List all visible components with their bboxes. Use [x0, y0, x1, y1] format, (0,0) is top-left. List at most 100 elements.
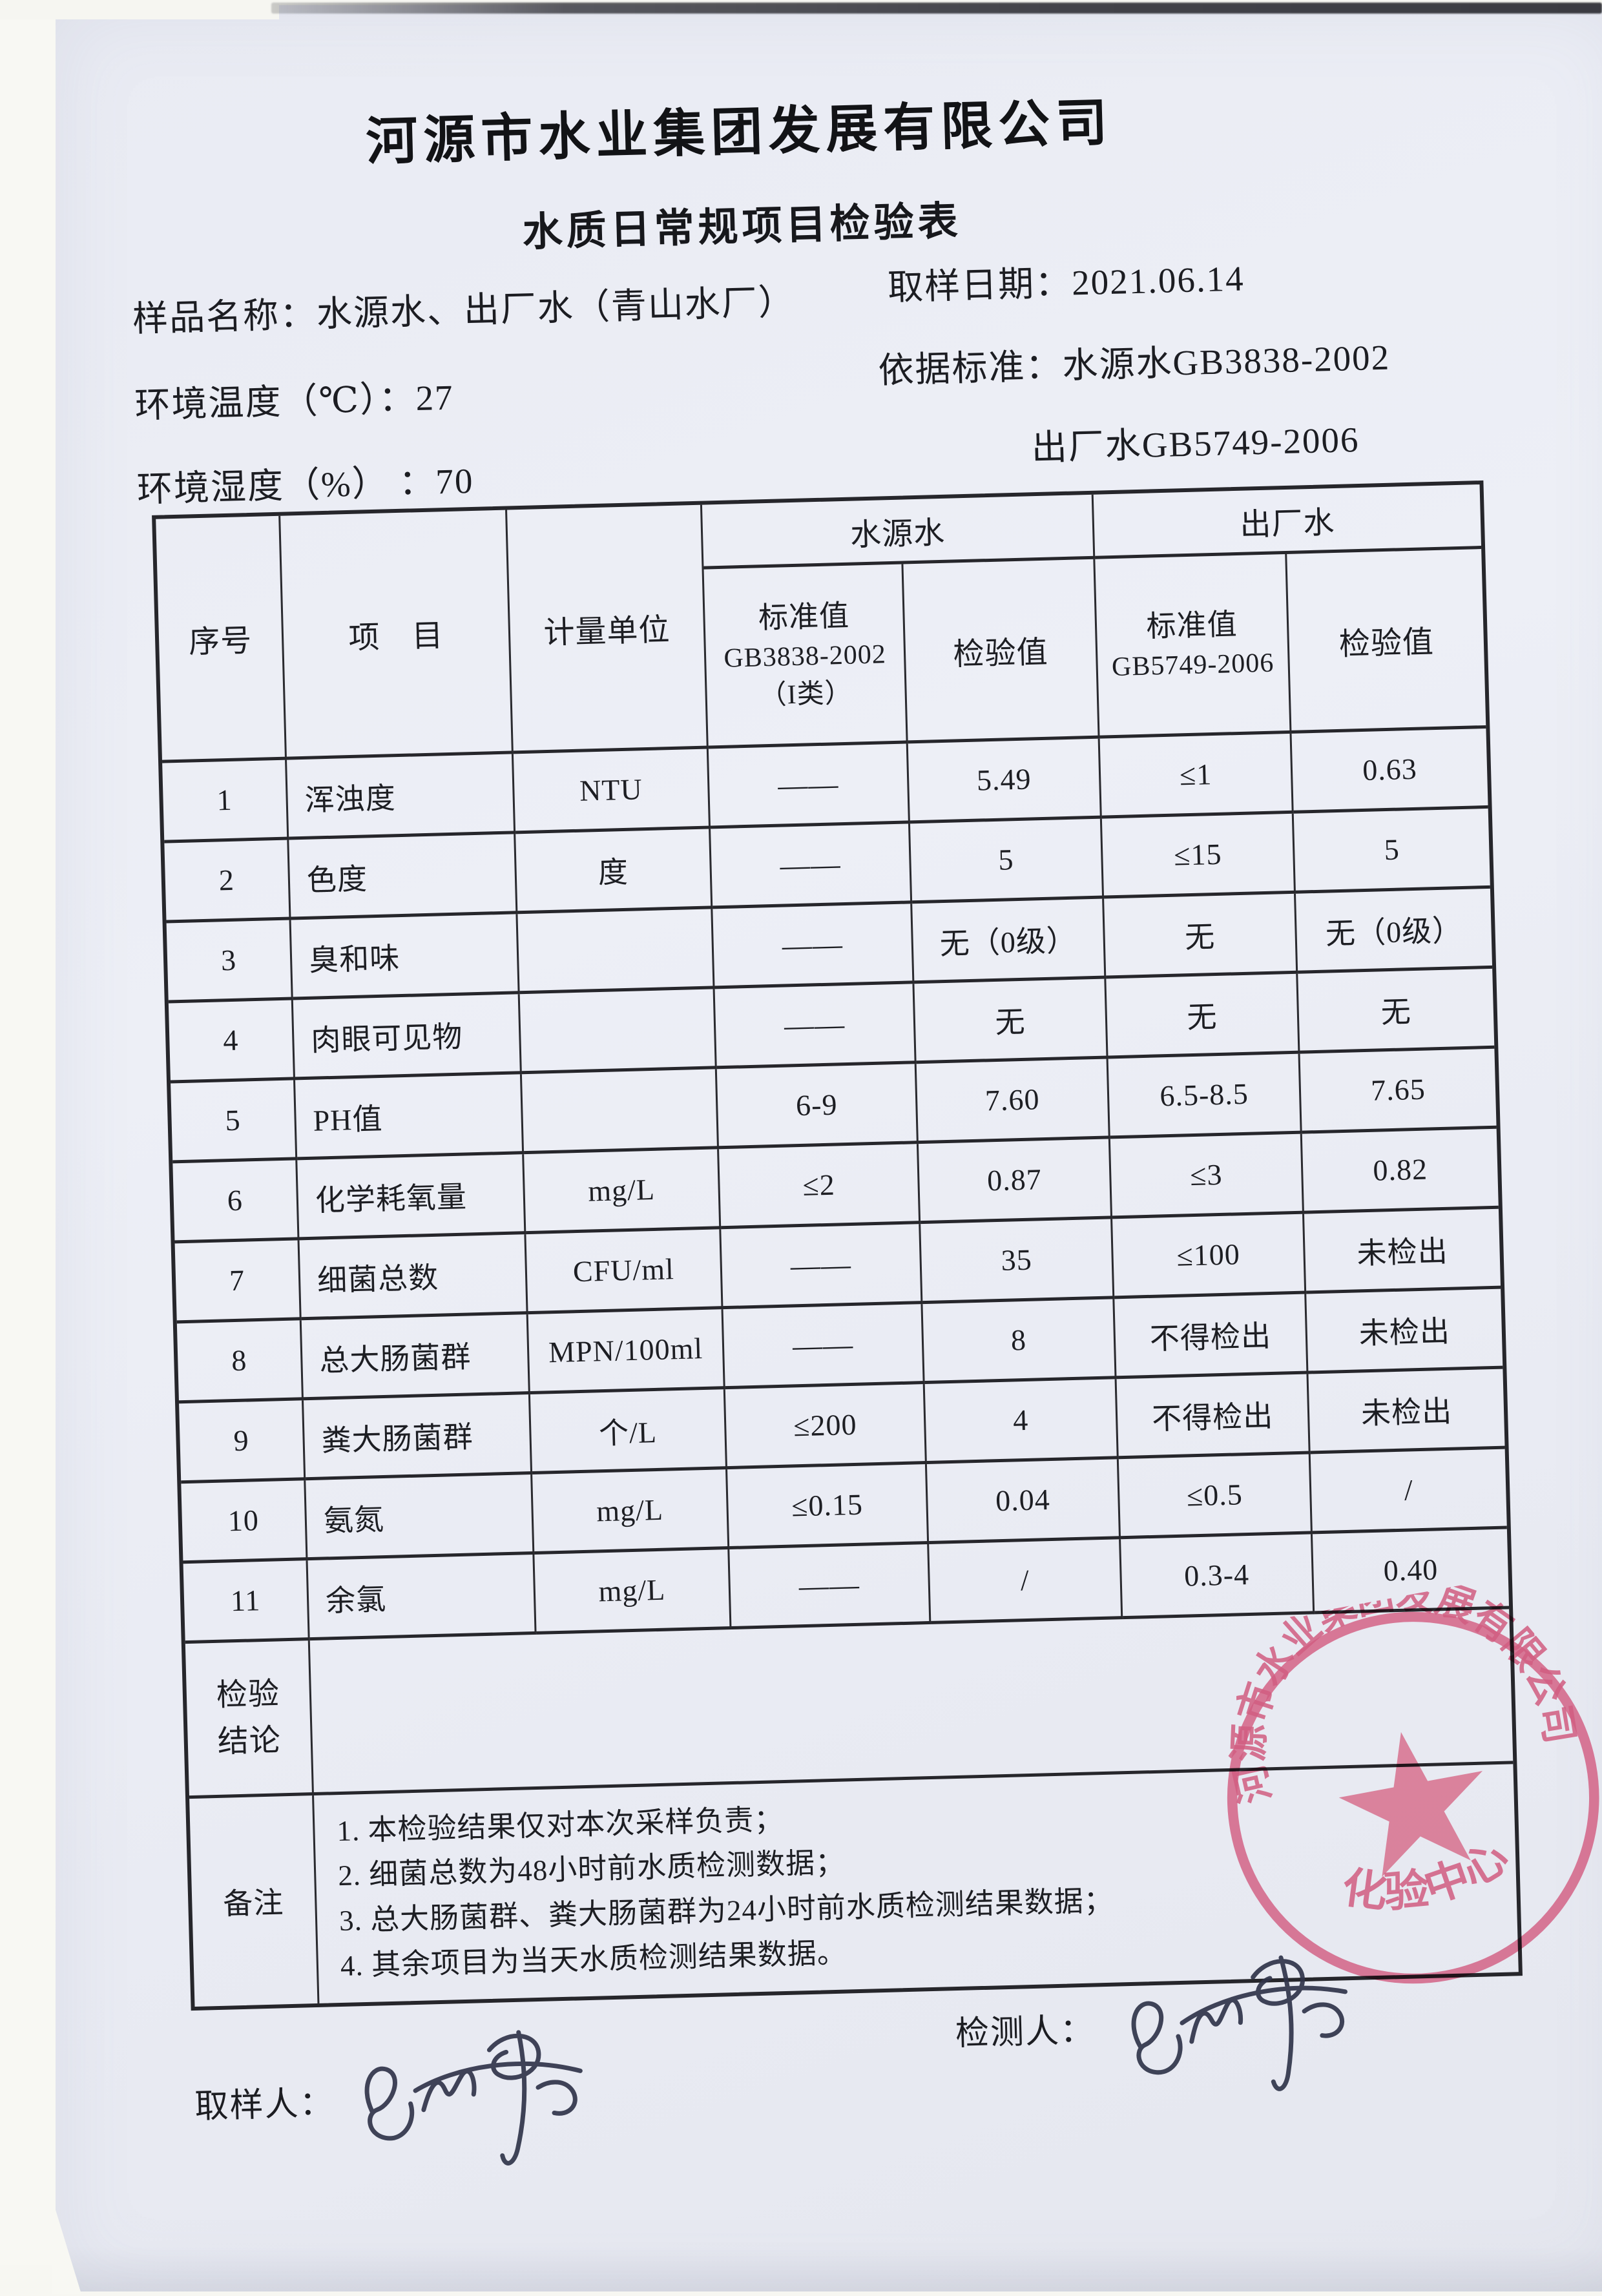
row-outlet-value: 7.65 — [1300, 1048, 1497, 1134]
seal-ring — [1227, 1611, 1599, 1984]
row-outlet-standard: 6.5-8.5 — [1108, 1053, 1302, 1139]
sampling-date-label: 取样日期： — [887, 263, 1072, 307]
row-no: 2 — [164, 840, 291, 924]
row-unit — [519, 989, 717, 1075]
sample-name-label: 样品名称： — [132, 295, 317, 339]
row-unit: mg/L — [534, 1549, 732, 1635]
row-no: 11 — [183, 1560, 310, 1644]
sampling-date-value: 2021.06.14 — [1071, 258, 1245, 303]
row-unit: CFU/ml — [526, 1229, 723, 1315]
humidity-label: 环境湿度（%） ： — [136, 462, 437, 510]
row-outlet-value: 未检出 — [1308, 1369, 1505, 1454]
row-unit: mg/L — [524, 1149, 722, 1235]
humidity-line: 环境湿度（%） ：70 — [136, 451, 474, 512]
standard-source-value: 水源水GB3838-2002 — [1061, 337, 1391, 386]
humidity-value: 70 — [435, 460, 475, 502]
row-item: 细菌总数 — [299, 1234, 528, 1321]
subheader-source-value: 检验值 — [903, 559, 1100, 744]
row-no: 1 — [162, 760, 289, 843]
row-outlet-value: / — [1310, 1449, 1507, 1535]
row-source-value: 5 — [910, 818, 1105, 904]
row-source-standard: ≤2 — [719, 1144, 921, 1230]
row-unit: 个/L — [530, 1389, 728, 1475]
row-item: 臭和味 — [291, 914, 520, 1000]
sampler-line: 取样人： — [194, 2075, 335, 2127]
row-outlet-standard: 无 — [1104, 893, 1298, 979]
row-item: 色度 — [289, 834, 518, 920]
row-no: 6 — [172, 1160, 300, 1244]
scan-edge-shadow — [271, 3, 1602, 14]
row-source-value: 0.87 — [918, 1139, 1113, 1225]
row-outlet-standard: ≤0.5 — [1118, 1454, 1313, 1540]
scanned-report-page: 河源市水业集团发展有限公司 水质日常规项目检验表 样品名称：水源水、出厂水（青山… — [52, 5, 1602, 2294]
row-source-value: 4 — [924, 1379, 1119, 1465]
company-title: 河源市水业集团发展有限公司 — [365, 93, 1114, 171]
row-no: 7 — [174, 1240, 302, 1324]
tester-label: 检测人： — [955, 2012, 1096, 2053]
standard-outlet-line: 出厂水GB5749-2006 — [1031, 410, 1360, 470]
standard-label: 依据标准： — [877, 346, 1063, 391]
standard-outlet-value: 出厂水GB5749-2006 — [1031, 419, 1360, 468]
row-outlet-value: 0.82 — [1302, 1128, 1499, 1214]
row-outlet-value: 0.63 — [1291, 728, 1488, 814]
row-no: 3 — [166, 920, 293, 1004]
seal-center-text: 化验中心 — [1331, 1830, 1521, 1929]
row-outlet-standard: 无 — [1106, 973, 1300, 1059]
subheader-source-standard-text: 标准值 GB3838-2002 （I类） — [722, 594, 888, 716]
row-outlet-standard: 不得检出 — [1116, 1374, 1311, 1460]
row-outlet-standard: 0.3-4 — [1121, 1534, 1315, 1620]
row-item: 化学耗氧量 — [297, 1154, 526, 1241]
row-unit: NTU — [513, 749, 711, 834]
row-source-standard: 6-9 — [716, 1064, 919, 1150]
row-outlet-value: 无 — [1298, 968, 1495, 1054]
row-outlet-standard: ≤1 — [1099, 733, 1294, 819]
outlet-standard-line2: GB5749-2006 — [1111, 648, 1274, 683]
row-source-standard: —— — [713, 904, 915, 989]
row-no: 4 — [168, 1000, 296, 1084]
row-outlet-value: 5 — [1293, 808, 1490, 894]
row-item: 氨氮 — [306, 1474, 535, 1561]
row-no: 8 — [176, 1320, 304, 1404]
svg-text:化验中心: 化验中心 — [1331, 1830, 1521, 1929]
source-standard-line1: 标准值 — [758, 599, 850, 634]
sampler-signature — [364, 2030, 583, 2166]
row-source-standard: —— — [723, 1304, 925, 1390]
row-item: PH值 — [295, 1074, 525, 1161]
seal-star-icon — [1338, 1732, 1483, 1877]
row-outlet-value: 无（0级） — [1296, 888, 1493, 974]
row-source-value: 无 — [914, 978, 1108, 1064]
row-source-standard: —— — [711, 823, 913, 909]
subheader-source-standard: 标准值 GB3838-2002 （I类） — [703, 564, 908, 749]
conclusion-label-line1: 检验 — [216, 1676, 280, 1713]
col-header-no: 序号 — [156, 515, 287, 763]
group-header-outlet-water: 出厂水 — [1093, 484, 1482, 559]
paper-bottom-shade — [56, 2246, 1602, 2291]
row-source-value: / — [929, 1539, 1123, 1624]
sample-name-value: 水源水、出厂水（青山水厂） — [316, 282, 796, 335]
row-outlet-standard: ≤15 — [1101, 813, 1296, 899]
remarks-label-cell: 备注 — [189, 1795, 320, 2007]
temperature-line: 环境温度（℃）：27 — [134, 368, 454, 428]
col-header-unit: 计量单位 — [507, 504, 709, 754]
row-source-value: 35 — [921, 1219, 1115, 1305]
row-source-standard: ≤200 — [725, 1384, 927, 1470]
temperature-label: 环境温度（℃）： — [134, 378, 417, 426]
row-item: 粪大肠菌群 — [304, 1394, 533, 1481]
row-no: 9 — [179, 1400, 306, 1484]
scanner-background — [0, 0, 56, 2265]
row-outlet-standard: ≤100 — [1112, 1214, 1307, 1299]
row-source-standard: —— — [714, 984, 917, 1070]
conclusion-label: 检验 结论 — [216, 1671, 282, 1766]
subheader-outlet-value: 检验值 — [1287, 549, 1486, 734]
source-standard-line2: GB3838-2002 — [723, 639, 887, 674]
row-outlet-value: 未检出 — [1306, 1288, 1503, 1374]
row-unit — [521, 1069, 720, 1155]
row-source-value: 8 — [922, 1299, 1117, 1385]
paper-corner-wedge — [52, 2197, 81, 2294]
row-source-value: 无（0级） — [912, 898, 1107, 984]
row-no: 5 — [171, 1080, 298, 1164]
temperature-value: 27 — [415, 377, 455, 419]
row-source-value: 5.49 — [908, 738, 1102, 824]
row-item: 浑浊度 — [287, 754, 516, 840]
row-item: 肉眼可见物 — [293, 994, 522, 1081]
